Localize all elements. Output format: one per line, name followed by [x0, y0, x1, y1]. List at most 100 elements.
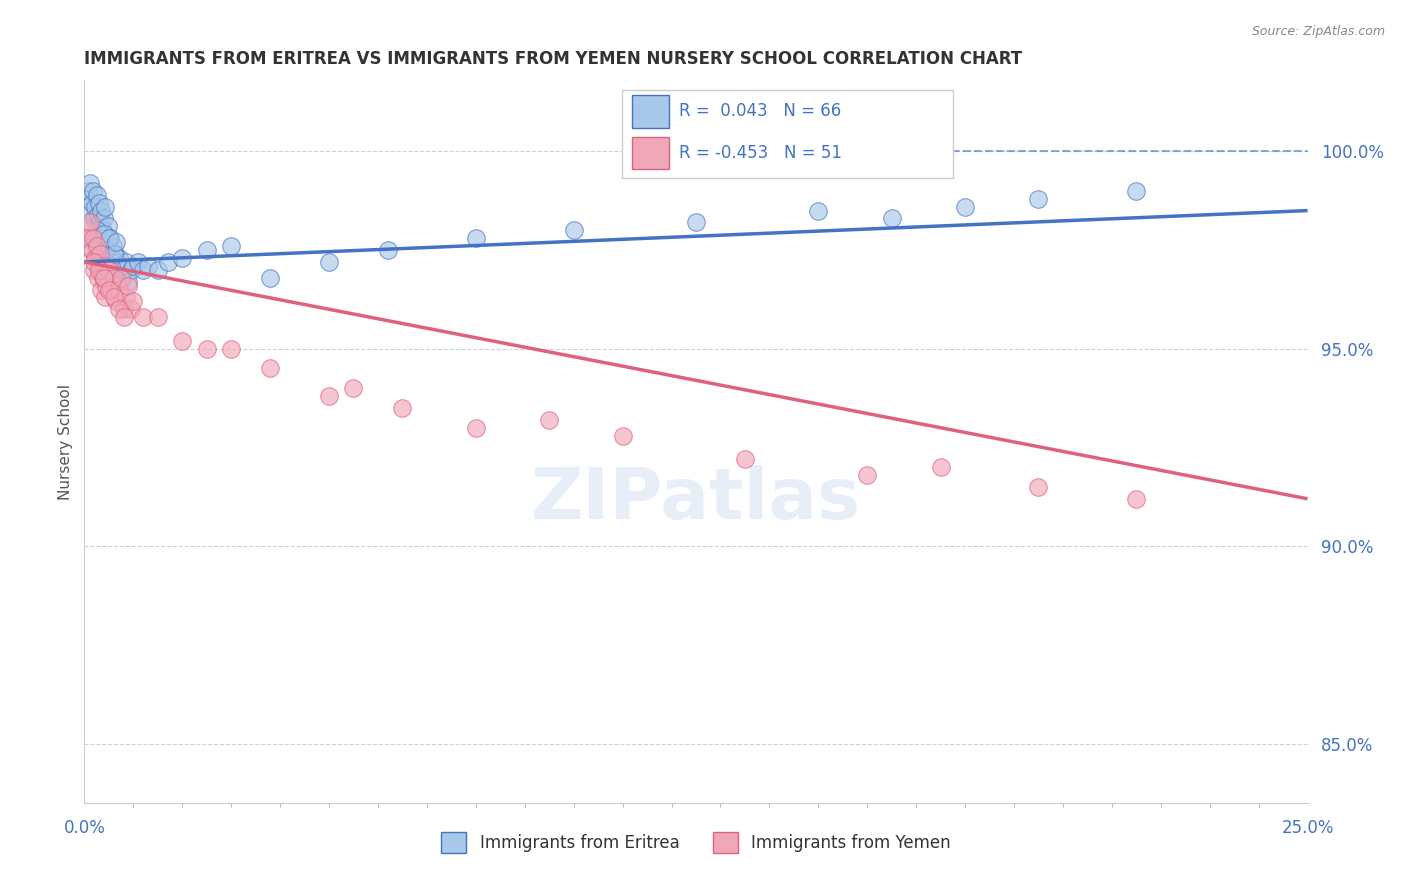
Point	[115, 290, 138, 304]
Point	[93, 259, 115, 273]
Point	[104, 247, 127, 261]
Point	[856, 468, 879, 483]
Point	[953, 200, 976, 214]
Point	[146, 310, 169, 325]
Point	[103, 290, 125, 304]
Point	[94, 290, 117, 304]
Point	[105, 255, 128, 269]
Point	[105, 235, 128, 249]
Point	[377, 243, 399, 257]
Bar	[633, 137, 669, 169]
Point	[107, 283, 129, 297]
Point	[538, 413, 561, 427]
Point	[97, 262, 120, 277]
Point	[87, 207, 110, 221]
Point	[87, 259, 110, 273]
Point	[880, 211, 903, 226]
Point	[90, 203, 112, 218]
Point	[96, 278, 118, 293]
Point	[1028, 480, 1050, 494]
Point	[685, 215, 707, 229]
Point	[94, 200, 117, 214]
Point	[1125, 491, 1147, 506]
Point	[82, 184, 104, 198]
Point	[84, 251, 107, 265]
Point	[1125, 184, 1147, 198]
Point	[136, 259, 159, 273]
Text: R = -0.453   N = 51: R = -0.453 N = 51	[679, 145, 842, 162]
Point	[77, 184, 100, 198]
Point	[100, 251, 122, 265]
Point	[90, 239, 112, 253]
Point	[91, 223, 114, 237]
Point	[103, 270, 125, 285]
Point	[195, 243, 218, 257]
Point	[83, 231, 105, 245]
Point	[97, 231, 120, 245]
Point	[108, 267, 131, 281]
Point	[117, 275, 139, 289]
Point	[87, 270, 110, 285]
Point	[97, 219, 120, 234]
Text: ZIPatlas: ZIPatlas	[531, 465, 860, 533]
Point	[80, 243, 103, 257]
Point	[259, 270, 281, 285]
Point	[87, 262, 110, 277]
Point	[929, 460, 952, 475]
Point	[80, 243, 103, 257]
Point	[117, 278, 139, 293]
Point	[77, 231, 100, 245]
Point	[100, 259, 122, 273]
Point	[111, 270, 134, 285]
Point	[96, 243, 118, 257]
Point	[107, 302, 129, 317]
Point	[127, 255, 149, 269]
Point	[83, 211, 105, 226]
Point	[318, 389, 340, 403]
Point	[96, 231, 118, 245]
Point	[93, 227, 115, 242]
Point	[79, 176, 101, 190]
Point	[110, 270, 132, 285]
Point	[219, 239, 242, 253]
Point	[89, 247, 111, 261]
Point	[112, 302, 135, 317]
Point	[734, 452, 756, 467]
Point	[562, 223, 585, 237]
Text: Source: ZipAtlas.com: Source: ZipAtlas.com	[1251, 25, 1385, 38]
Y-axis label: Nursery School: Nursery School	[58, 384, 73, 500]
Point	[391, 401, 413, 415]
Point	[93, 270, 115, 285]
Point	[132, 262, 155, 277]
Point	[112, 310, 135, 325]
Legend: Immigrants from Eritrea, Immigrants from Yemen: Immigrants from Eritrea, Immigrants from…	[434, 826, 957, 860]
Point	[115, 255, 138, 269]
Point	[77, 203, 100, 218]
Point	[80, 195, 103, 210]
Bar	[633, 95, 669, 128]
Point	[612, 428, 634, 442]
Point	[146, 262, 169, 277]
Point	[91, 270, 114, 285]
Point	[807, 203, 830, 218]
Point	[107, 251, 129, 265]
Point	[86, 223, 108, 237]
Point	[156, 255, 179, 269]
Point	[112, 262, 135, 277]
Point	[84, 200, 107, 214]
Point	[87, 251, 110, 265]
Point	[83, 255, 105, 269]
Point	[195, 342, 218, 356]
Point	[90, 283, 112, 297]
Point	[464, 231, 486, 245]
Point	[101, 239, 124, 253]
Point	[76, 192, 98, 206]
Point	[98, 231, 121, 245]
Text: R =  0.043   N = 66: R = 0.043 N = 66	[679, 103, 842, 120]
Point	[110, 259, 132, 273]
Point	[103, 259, 125, 273]
Point	[1028, 192, 1050, 206]
Point	[107, 262, 129, 277]
Point	[83, 262, 105, 277]
Point	[342, 381, 364, 395]
